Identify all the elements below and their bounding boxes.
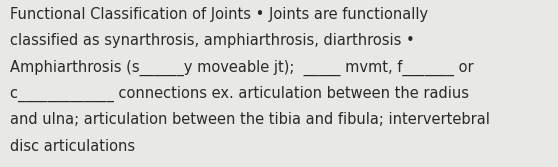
Text: Amphiarthrosis (s______y moveable jt);  _____ mvmt, f_______ or: Amphiarthrosis (s______y moveable jt); _… xyxy=(10,59,474,76)
Text: and ulna; articulation between the tibia and fibula; intervertebral: and ulna; articulation between the tibia… xyxy=(10,112,490,127)
Text: Functional Classification of Joints • Joints are functionally: Functional Classification of Joints • Jo… xyxy=(10,7,428,22)
Text: disc articulations: disc articulations xyxy=(10,139,135,154)
Text: c_____________ connections ex. articulation between the radius: c_____________ connections ex. articulat… xyxy=(10,86,469,102)
Text: classified as synarthrosis, amphiarthrosis, diarthrosis •: classified as synarthrosis, amphiarthros… xyxy=(10,33,415,48)
